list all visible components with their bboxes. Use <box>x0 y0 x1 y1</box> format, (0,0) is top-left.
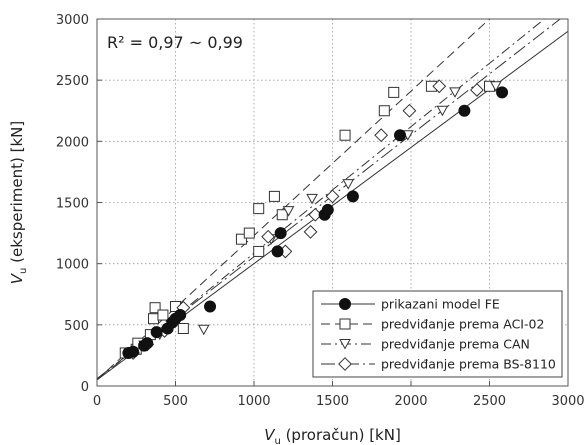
point-predvi-anje-prema-aci-02 <box>276 209 288 221</box>
point-predvi-anje-prema-aci-02 <box>148 313 160 325</box>
y-tick-label: 3000 <box>56 13 89 28</box>
point-predvi-anje-prema-can <box>436 105 449 117</box>
x-axis-label-text: (proračun) [kN] <box>281 426 401 444</box>
point-predvi-anje-prema-bs-8110 <box>325 189 340 204</box>
legend-items: prikazani model FE predviđanje prema ACI-… <box>321 297 556 372</box>
point-prikazani-model-fe <box>274 227 287 240</box>
point-predvi-anje-prema-aci-02 <box>253 203 265 215</box>
point-prikazani-model-fe <box>150 326 163 339</box>
point-predvi-anje-prema-can <box>449 87 461 98</box>
point-predvi-anje-prema-bs-8110 <box>303 224 318 239</box>
point-prikazani-model-fe <box>204 300 217 313</box>
point-predvi-anje-prema-can <box>342 179 355 190</box>
y-tick-label: 500 <box>64 319 89 334</box>
legend-label-predvi-anje-prema-can: predviđanje prema CAN <box>381 337 530 352</box>
point-predvi-anje-prema-aci-02 <box>157 309 169 321</box>
data-points <box>119 79 509 360</box>
point-prikazani-model-fe <box>127 345 140 358</box>
point-prikazani-model-fe <box>174 309 187 322</box>
point-predvi-anje-prema-bs-8110 <box>470 83 484 97</box>
point-predvi-anje-prema-aci-02 <box>235 233 247 245</box>
y-axis-label-symbol: V <box>8 272 26 284</box>
point-prikazani-model-fe <box>496 86 509 99</box>
point-predvi-anje-prema-can <box>197 324 210 336</box>
x-tick-label: 1000 <box>237 394 270 409</box>
x-tick-label: 1500 <box>316 394 349 409</box>
point-predvi-anje-prema-aci-02 <box>388 86 400 98</box>
point-predvi-anje-prema-aci-02 <box>243 227 255 239</box>
x-axis-label-symbol: V <box>264 426 276 444</box>
point-prikazani-model-fe <box>271 245 284 258</box>
point-prikazani-model-fe <box>394 129 407 142</box>
y-tick-label: 2000 <box>56 135 89 150</box>
legend: prikazani model FE predviđanje prema ACI-… <box>312 290 563 378</box>
point-prikazani-model-fe <box>141 337 154 350</box>
y-tick-label: 0 <box>81 380 89 395</box>
legend-box <box>312 290 563 378</box>
point-prikazani-model-fe <box>458 104 471 117</box>
point-predvi-anje-prema-aci-02 <box>177 323 189 335</box>
point-predvi-anje-prema-can <box>489 81 502 92</box>
y-axis-label-text: (eksperiment) [kN] <box>8 121 26 268</box>
point-predvi-anje-prema-can <box>282 206 295 217</box>
r-squared-annotation: R² = 0,97 ~ 0,99 <box>107 33 243 52</box>
point-prikazani-model-fe <box>346 190 359 203</box>
y-tick-label: 1500 <box>56 197 89 212</box>
point-predvi-anje-prema-can <box>306 193 318 205</box>
x-axis-label-subscript: u <box>274 436 280 445</box>
y-tick-label: 2500 <box>56 74 89 89</box>
point-prikazani-model-fe <box>321 203 334 216</box>
y-axis-label-subscript: u <box>18 268 29 274</box>
point-predvi-anje-prema-aci-02 <box>149 302 161 314</box>
legend-marker-predvi-anje-prema-bs-8110 <box>338 357 352 371</box>
tick-labels: 0 500 1000 1500 2000 2500 3000 0 500 1000 1500 2000… <box>56 13 584 409</box>
point-predvi-anje-prema-bs-8110 <box>261 229 276 244</box>
legend-label-predvi-anje-prema-aci-02: predviđanje prema ACI-02 <box>381 317 544 332</box>
legend-label-predvi-anje-prema-bs-8110: predviđanje prema BS-8110 <box>381 357 556 372</box>
x-tick-label: 2500 <box>473 394 506 409</box>
x-tick-label: 0 <box>93 394 101 409</box>
x-tick-label: 500 <box>163 394 188 409</box>
point-predvi-anje-prema-bs-8110 <box>402 103 417 118</box>
point-predvi-anje-prema-bs-8110 <box>374 128 389 143</box>
point-predvi-anje-prema-aci-02 <box>378 105 390 117</box>
point-predvi-anje-prema-aci-02 <box>253 245 265 257</box>
x-axis-label: Vu (proračun) [kN] <box>264 426 401 445</box>
legend-marker-predvi-anje-prema-aci-02 <box>339 318 351 330</box>
y-tick-label: 1000 <box>56 258 89 273</box>
legend-marker-predvi-anje-prema-can <box>339 339 351 350</box>
point-predvi-anje-prema-aci-02 <box>339 129 351 141</box>
y-axis-label: Vu (eksperiment) [kN] <box>8 121 29 285</box>
point-predvi-anje-prema-aci-02 <box>268 190 280 202</box>
point-predvi-anje-prema-bs-8110 <box>432 79 447 94</box>
x-tick-label: 3000 <box>551 394 584 409</box>
legend-label-prikazani-model-fe: prikazani model FE <box>381 297 500 312</box>
legend-marker-prikazani-model-fe <box>339 298 351 310</box>
x-tick-label: 2000 <box>394 394 427 409</box>
